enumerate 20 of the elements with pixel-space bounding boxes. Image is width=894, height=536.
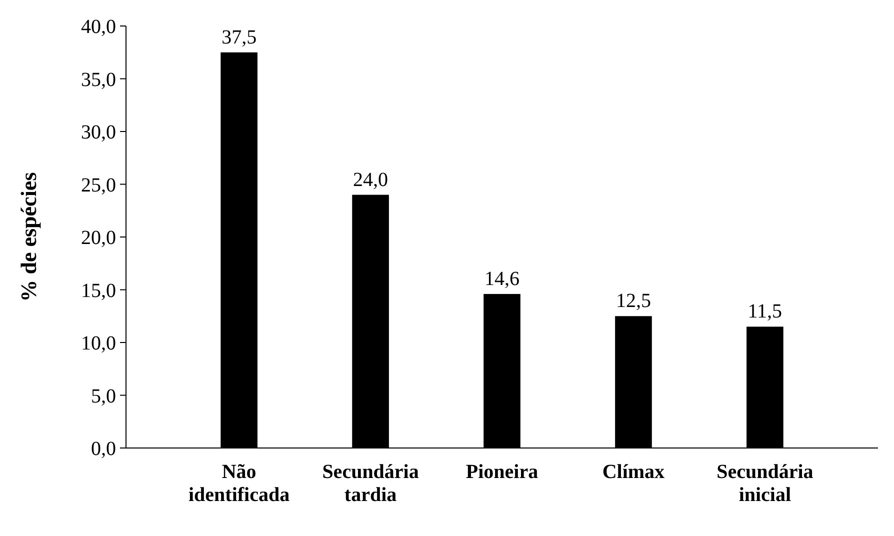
y-axis-title: % de espécies [16, 172, 41, 302]
x-tick-label: Clímax [602, 461, 665, 483]
y-tick-label: 15,0 [81, 280, 116, 302]
data-label: 14,6 [484, 268, 520, 290]
y-tick-label: 25,0 [81, 174, 116, 196]
data-label: 24,0 [353, 168, 388, 191]
data-label: 11,5 [748, 300, 782, 323]
y-tick-label: 0,0 [91, 438, 116, 460]
x-tick-label: Secundária inicial [716, 461, 814, 506]
y-tick-label: 20,0 [81, 227, 116, 249]
x-tick-label: Não identificada [188, 461, 290, 506]
x-tick-label: Secundária tardia [322, 461, 419, 506]
y-tick-label: 40,0 [81, 16, 116, 38]
x-tick-label: Pioneira [466, 461, 538, 483]
y-tick-label: 35,0 [81, 68, 116, 91]
y-tick-label: 5,0 [91, 385, 116, 408]
y-tick-label: 30,0 [81, 122, 116, 144]
data-label: 12,5 [616, 290, 651, 312]
data-label: 37,5 [222, 26, 257, 48]
y-tick-label: 10,0 [81, 332, 116, 354]
